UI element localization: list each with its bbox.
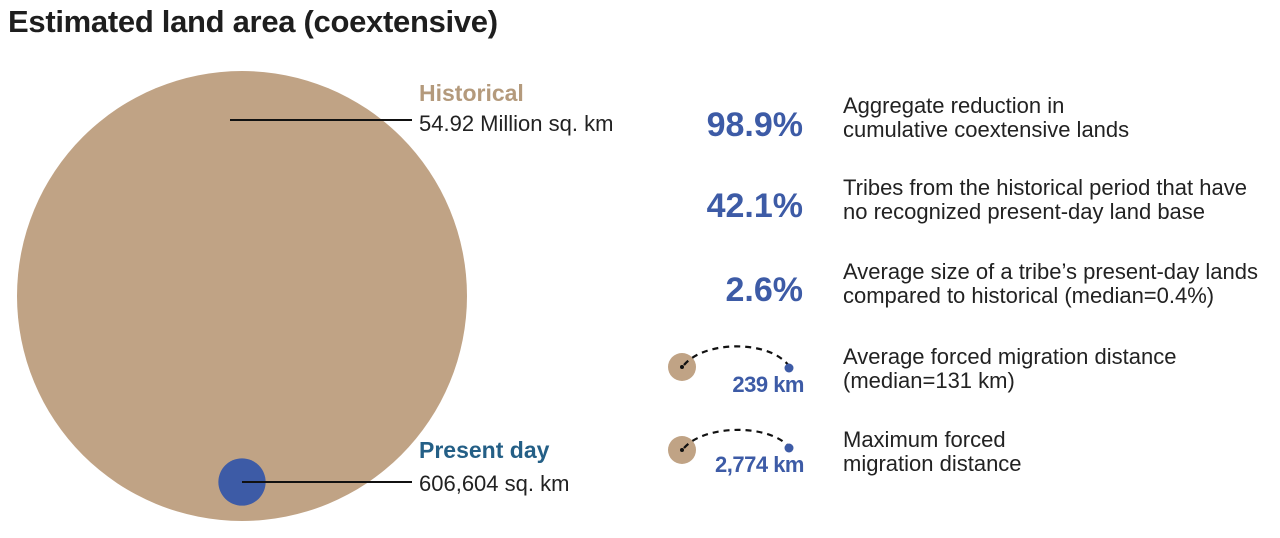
migration-path-arc <box>683 345 790 367</box>
destination-dot <box>784 363 794 373</box>
stat-description-line: no recognized present-day land base <box>843 199 1206 224</box>
stat-value-average-size: 2.6% <box>725 271 804 309</box>
migration-value-maximum: 2,774 km <box>715 452 804 477</box>
stat-description-aggregate-reduction: Aggregate reduction in cumulative coexte… <box>843 94 1129 142</box>
chart-title: Estimated land area (coextensive) <box>8 4 498 39</box>
migration-description-line: migration distance <box>843 451 1022 476</box>
stat-description-line: compared to historical (median=0.4%) <box>843 283 1215 308</box>
stat-description-line: Tribes from the historical period that h… <box>843 175 1247 200</box>
stat-description-average-size: Average size of a tribe’s present-day la… <box>843 260 1258 308</box>
migration-description-line: (median=131 km) <box>843 368 1015 393</box>
migration-arc-icon <box>668 428 794 464</box>
historical-area-bubble <box>17 71 467 521</box>
stat-value-aggregate-reduction: 98.9% <box>706 106 803 144</box>
migration-description-average: Average forced migration distance (media… <box>843 345 1176 393</box>
present-day-value-label: 606,604 sq. km <box>419 471 570 496</box>
present-day-label: Present day <box>419 437 550 463</box>
stat-description-tribes-no-land-base: Tribes from the historical period that h… <box>843 176 1247 224</box>
stat-value-tribes-no-land-base: 42.1% <box>706 187 803 225</box>
origin-dot <box>680 365 684 369</box>
historical-value-label: 54.92 Million sq. km <box>419 111 614 136</box>
migration-description-maximum: Maximum forced migration distance <box>843 428 1022 476</box>
stat-description-line: Average size of a tribe’s present-day la… <box>843 259 1258 284</box>
origin-dot <box>680 448 684 452</box>
stat-description-line: cumulative coextensive lands <box>843 117 1130 142</box>
migration-description-line: Average forced migration distance <box>843 344 1177 369</box>
migration-arc-icon <box>668 345 794 381</box>
destination-dot <box>784 443 794 453</box>
historical-label: Historical <box>419 80 524 106</box>
migration-path-arc <box>683 428 790 449</box>
migration-value-average: 239 km <box>732 372 804 397</box>
stat-description-line: Aggregate reduction in <box>843 93 1065 118</box>
land-area-bubble-chart <box>17 71 467 521</box>
migration-description-line: Maximum forced <box>843 427 1006 452</box>
